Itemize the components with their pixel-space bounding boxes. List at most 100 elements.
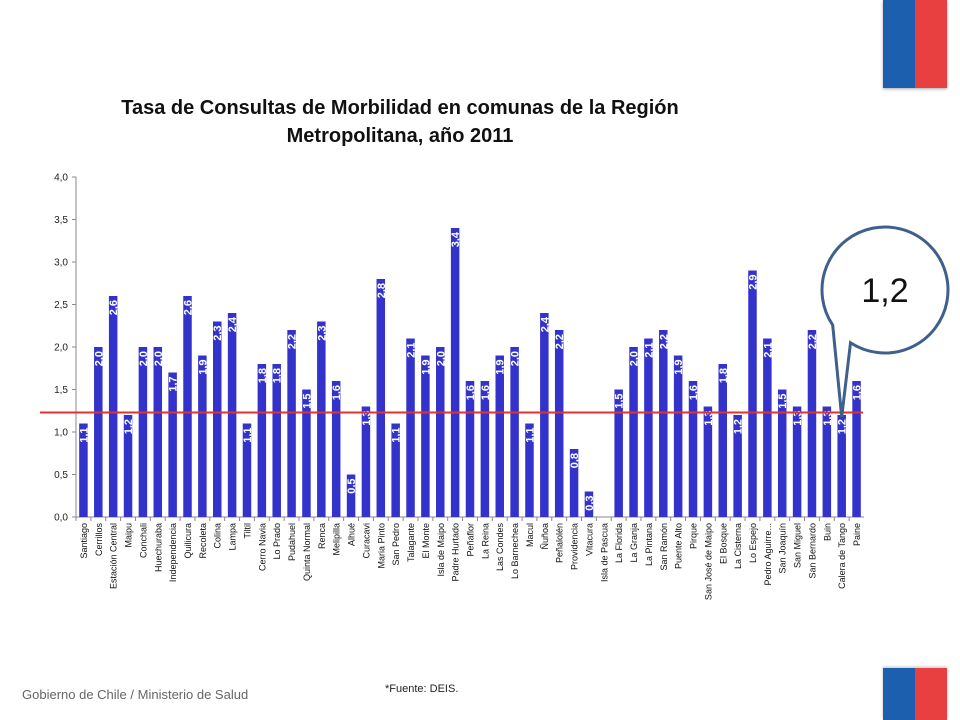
data-label: 2,4 (539, 316, 551, 332)
bar (317, 321, 326, 517)
x-tick-label: Independencia (168, 523, 178, 582)
x-tick-label: Las Condes (495, 523, 505, 572)
bar (584, 491, 594, 517)
x-tick-label: San Miguel (793, 523, 803, 568)
x-tick-label: La Florida (614, 523, 624, 563)
chart-title: Tasa de Consultas de Morbilidad en comun… (120, 94, 680, 150)
data-label: 2,9 (747, 275, 759, 290)
data-label: 1,6 (331, 385, 343, 400)
data-label: 1,5 (301, 394, 313, 409)
x-tick-label: Paine (852, 523, 862, 546)
x-tick-label: Lampa (228, 523, 238, 551)
data-label: 1,6 (465, 385, 477, 400)
bar (242, 423, 252, 517)
source-note: *Fuente: DEIS. (385, 683, 459, 695)
bar (748, 270, 757, 517)
x-tick-label: Tiltil (242, 523, 252, 539)
callout-value: 1,2 (861, 272, 908, 310)
bar (703, 406, 713, 517)
x-tick-label: Pudahuel (287, 523, 297, 561)
data-label: 1,7 (168, 377, 180, 392)
flag-blue-stripe (883, 0, 915, 88)
x-tick-label: Santiago (79, 523, 89, 559)
x-tick-label: Maipu (124, 523, 134, 548)
chart-title-line2: Metropolitana, año 2011 (286, 125, 514, 147)
data-label: 1,6 (480, 385, 492, 400)
x-tick-label: Lo Prado (272, 523, 282, 560)
data-label: 1,6 (688, 385, 700, 400)
bar (510, 347, 519, 517)
bar (257, 364, 267, 517)
data-label: 1,5 (777, 394, 789, 409)
data-label: 1,2 (733, 419, 745, 434)
x-tick-label: La Granja (629, 523, 639, 563)
data-label: 0,5 (346, 479, 358, 494)
y-tick-label: 1,0 (54, 428, 68, 439)
bar (777, 389, 787, 517)
data-label: 1,8 (272, 368, 284, 383)
data-label: 2,2 (807, 334, 819, 349)
data-label: 2,2 (554, 334, 566, 349)
data-label: 1,6 (852, 385, 864, 400)
bar (287, 330, 296, 517)
x-tick-label: Curacavi (361, 523, 371, 559)
x-tick-label: La Cisterna (733, 523, 743, 569)
x-tick-label: Pirque (689, 523, 699, 549)
data-label: 1,1 (524, 428, 536, 443)
data-label: 2,0 (93, 351, 105, 366)
chart-title-line1: Tasa de Consultas de Morbilidad en comun… (121, 97, 679, 119)
x-tick-label: Quilicura (183, 523, 193, 559)
bar (138, 347, 148, 517)
bar (331, 381, 341, 517)
x-tick-label: Estación Central (109, 523, 119, 589)
x-tick-label: Ñuñoa (540, 523, 550, 550)
bar (272, 364, 281, 517)
x-tick-label: San Pedro (391, 523, 401, 566)
bar (525, 423, 534, 517)
x-tick-label: Puente Alto (674, 523, 684, 569)
bar (108, 296, 118, 517)
data-label: 1,9 (495, 360, 507, 375)
bar (822, 406, 832, 517)
x-tick-label: El Monte (421, 523, 431, 559)
x-tick-label: Calera de Tango (837, 523, 847, 589)
data-label: 2,8 (376, 283, 388, 298)
x-tick-label: San Joaquín (778, 523, 788, 574)
y-tick-label: 2,0 (54, 343, 68, 354)
y-tick-label: 0,0 (54, 513, 68, 524)
bar (540, 313, 549, 517)
bar (569, 449, 579, 517)
data-label: 2,0 (629, 351, 641, 366)
y-tick-label: 2,5 (54, 300, 68, 311)
footer-organization: Gobierno de Chile / Ministerio de Salud (22, 687, 249, 702)
bar (644, 338, 653, 517)
x-tick-label: Peñaflor (466, 523, 476, 557)
data-label: 2,3 (212, 326, 224, 341)
data-label: 2,3 (316, 326, 328, 341)
data-label: 1,3 (822, 411, 834, 426)
x-tick-label: Conchali (138, 523, 148, 558)
bar (183, 296, 192, 517)
chile-flag-icon (883, 668, 947, 720)
bar (153, 347, 163, 517)
bar (673, 355, 683, 517)
y-tick-label: 3,0 (54, 258, 68, 269)
data-label: 2,4 (227, 316, 239, 332)
flag-red-stripe (915, 668, 947, 720)
x-tick-label: Padre Hurtado (451, 523, 461, 582)
x-tick-label: Huechuraba (153, 523, 163, 572)
bar (376, 279, 386, 517)
bar (227, 313, 237, 517)
x-tick-label: Buin (822, 523, 832, 541)
bar (465, 381, 475, 517)
bar (763, 338, 772, 517)
bar (480, 381, 490, 517)
data-label: 2,2 (287, 334, 299, 349)
x-tick-label: Lo Barnechea (510, 523, 520, 579)
data-label: 2,2 (658, 334, 670, 349)
data-label: 1,1 (242, 428, 254, 443)
data-label: 1,1 (391, 428, 403, 443)
x-tick-label: Maria Pinto (376, 523, 386, 569)
bar (361, 406, 371, 517)
